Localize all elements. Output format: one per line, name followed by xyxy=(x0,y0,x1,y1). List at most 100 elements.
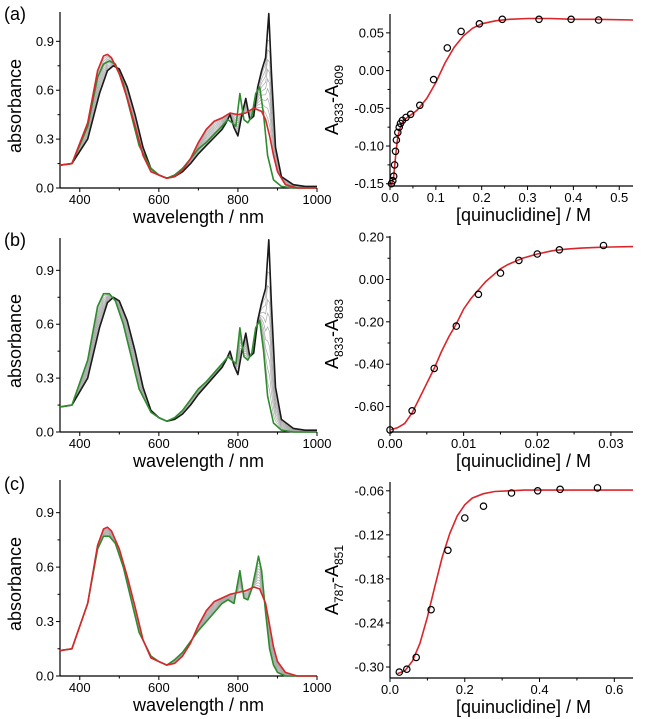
data-point xyxy=(430,364,439,373)
spectra-x-label: wavelength / nm xyxy=(132,695,264,715)
spectrum-initial xyxy=(59,12,317,188)
data-point xyxy=(556,485,564,494)
spectra-plot: 400 600 800 1000 0.0 0.3 0.6 0.9 wavelength / nm… xyxy=(5,480,331,715)
titration-y-label-part: 787 xyxy=(332,583,346,603)
spectra-x-tick-label: 600 xyxy=(148,192,170,207)
data-point xyxy=(567,15,575,24)
titration-x-tick-label: 0.02 xyxy=(525,436,550,451)
titration-y-tick-label: 0.05 xyxy=(359,25,384,40)
spectra-x-tick-label: 600 xyxy=(148,680,170,695)
panel-label: (b) xyxy=(4,230,26,250)
spectra-x-tick-label: 600 xyxy=(148,436,170,451)
titration-x-tick-label: 0.03 xyxy=(598,436,623,451)
data-point xyxy=(475,19,484,28)
titration-y-tick-label: -0.06 xyxy=(354,483,384,498)
data-point xyxy=(515,256,523,265)
data-point xyxy=(474,290,483,299)
data-point xyxy=(389,172,398,181)
spectra-y-tick-label: 0.6 xyxy=(36,317,54,332)
data-point xyxy=(412,653,421,662)
titration-y-tick-label: -0.60 xyxy=(354,399,384,414)
titration-y-tick-label: -0.24 xyxy=(354,615,384,630)
spectra-y-tick-label: 0.0 xyxy=(36,669,54,684)
titration-x-tick-label: 0.1 xyxy=(427,190,445,205)
data-point xyxy=(535,15,543,24)
data-point xyxy=(507,489,516,497)
data-point xyxy=(391,147,400,156)
titration-plot: 0.00 0.01 0.02 0.03 -0.60 -0.40 -0.20 0.00 0.20 [… xyxy=(322,230,634,471)
titration-y-label-part: -A xyxy=(322,319,342,337)
titration-y-tick-label: -0.40 xyxy=(354,357,384,372)
data-point xyxy=(533,250,542,258)
spectra-y-tick-label: 0.3 xyxy=(36,614,54,629)
titration-y-label-part: -A xyxy=(322,85,342,103)
data-point xyxy=(406,110,415,119)
data-point xyxy=(460,514,469,522)
spectra-x-tick-label: 1000 xyxy=(303,192,332,207)
titration-x-tick-label: 0.4 xyxy=(530,682,548,697)
data-point xyxy=(395,123,404,132)
data-point xyxy=(390,161,399,169)
titration-y-label-part: A xyxy=(322,123,342,135)
data-point xyxy=(444,546,452,555)
titration-y-tick-label: -0.30 xyxy=(354,659,384,674)
data-point xyxy=(479,502,488,511)
intermediate-spectrum xyxy=(59,529,317,677)
titration-x-tick-label: 0.01 xyxy=(451,436,476,451)
titration-plot: 0.0 0.1 0.2 0.3 0.4 0.5 -0.15 -0.10 -0.05 0.00 0.0… xyxy=(322,14,634,225)
spectra-y-tick-label: 0.9 xyxy=(36,263,54,278)
intermediate-spectrum xyxy=(59,535,317,677)
titration-y-tick-label: -0.05 xyxy=(354,101,384,116)
spectra-x-label: wavelength / nm xyxy=(132,451,264,471)
data-point xyxy=(555,246,564,254)
spectra-x-tick-label: 400 xyxy=(69,192,91,207)
data-point xyxy=(393,128,402,137)
spectra-x-tick-label: 400 xyxy=(69,436,91,451)
fit-curve xyxy=(397,489,633,675)
spectrum-final-red xyxy=(59,526,317,677)
titration-y-label-part: 883 xyxy=(332,299,346,319)
intermediate-spectrum xyxy=(59,527,317,677)
intermediate-spectrum xyxy=(59,528,317,677)
titration-y-label-part: A xyxy=(322,357,342,369)
titration-y-tick-label: -0.15 xyxy=(354,176,384,191)
titration-x-label: [quinuclidine] / M xyxy=(456,451,591,471)
panel-label: (c) xyxy=(4,474,25,494)
titration-y-label-part: A xyxy=(322,603,342,615)
data-point xyxy=(496,269,505,277)
data-point xyxy=(498,15,507,24)
spectrum-final xyxy=(59,292,317,433)
titration-x-tick-label: 0.0 xyxy=(381,190,399,205)
titration-y-tick-label: -0.10 xyxy=(354,139,384,154)
data-point xyxy=(599,241,608,250)
fit-curve xyxy=(389,245,634,431)
spectra-y-tick-label: 0.9 xyxy=(36,505,54,520)
spectra-y-tick-label: 0.0 xyxy=(36,181,54,196)
intermediate-spectrum xyxy=(59,60,317,188)
data-point xyxy=(593,484,602,492)
titration-y-label: A787-A851 xyxy=(322,545,346,615)
titration-y-label-part: -A xyxy=(322,565,342,583)
titration-y-tick-label: 0.00 xyxy=(359,272,384,287)
data-point xyxy=(443,44,452,52)
titration-plot: 0.0 0.2 0.4 0.6 -0.30 -0.24 -0.18 -0.12 -0.06 [qu… xyxy=(322,482,633,717)
spectrum-initial xyxy=(59,239,317,431)
panel-label: (a) xyxy=(4,4,26,24)
data-point xyxy=(427,605,435,614)
data-point xyxy=(415,101,424,110)
spectra-y-tick-label: 0.3 xyxy=(36,132,54,147)
data-point xyxy=(429,75,438,84)
spectra-y-tick-label: 0.3 xyxy=(36,371,54,386)
titration-y-label-part: 851 xyxy=(332,545,346,565)
data-point xyxy=(533,486,542,495)
spectra-y-label: absorbance xyxy=(5,59,25,153)
panel-row: (c) 400 600 800 1000 0.0 0.3 0.6 0.9 wavelength /… xyxy=(4,474,633,717)
titration-y-label-part: 833 xyxy=(332,337,346,357)
titration-x-label: [quinuclidine] / M xyxy=(456,697,591,717)
panel-row: (a) 400 600 800 1000 0.0 0.3 0.6 0.9 wavelength /… xyxy=(4,4,634,227)
titration-x-tick-label: 0.0 xyxy=(381,682,399,697)
titration-y-tick-label: 0.20 xyxy=(359,230,384,245)
spectra-y-tick-label: 0.9 xyxy=(36,34,54,49)
spectra-x-label: wavelength / nm xyxy=(132,207,264,227)
